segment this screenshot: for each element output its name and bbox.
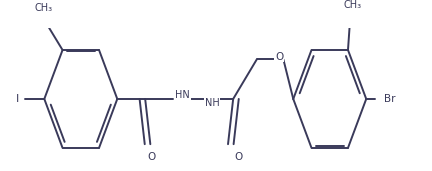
Text: O: O (234, 152, 242, 162)
Text: CH₃: CH₃ (343, 0, 361, 10)
Text: NH: NH (205, 98, 219, 108)
Text: I: I (16, 94, 19, 104)
Text: O: O (275, 52, 283, 62)
Text: CH₃: CH₃ (34, 3, 52, 13)
Text: HN: HN (175, 90, 190, 100)
Text: O: O (147, 152, 156, 162)
Text: Br: Br (384, 94, 396, 104)
